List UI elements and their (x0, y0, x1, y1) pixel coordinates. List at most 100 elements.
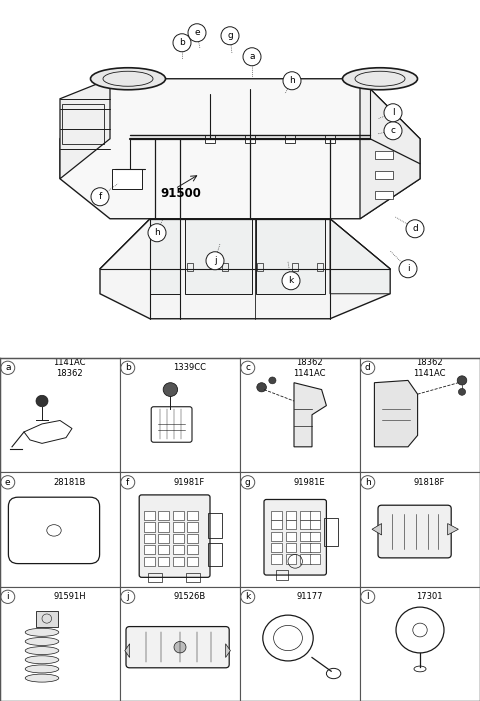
Bar (324, 518, 338, 547)
Bar (158, 534, 169, 543)
Bar (271, 554, 282, 564)
Polygon shape (100, 219, 390, 319)
Circle shape (384, 122, 402, 139)
Ellipse shape (25, 646, 59, 655)
Bar (36, 611, 58, 627)
Circle shape (458, 388, 466, 395)
Bar (286, 520, 297, 529)
Circle shape (36, 395, 48, 407)
Text: 91500: 91500 (160, 187, 201, 200)
Bar (276, 571, 288, 580)
Circle shape (173, 34, 191, 52)
Text: 91591H: 91591H (53, 592, 86, 601)
Text: j: j (214, 257, 216, 265)
Bar (207, 513, 222, 538)
Bar (317, 263, 323, 271)
Circle shape (241, 476, 255, 489)
Polygon shape (374, 381, 418, 447)
Polygon shape (256, 219, 325, 294)
Bar (300, 554, 311, 564)
Bar (375, 171, 393, 179)
Bar (158, 557, 169, 566)
Polygon shape (60, 79, 420, 219)
Circle shape (384, 104, 402, 122)
Bar (300, 531, 311, 540)
Bar (271, 531, 282, 540)
Bar (310, 554, 321, 564)
Bar (148, 573, 162, 582)
Text: a: a (249, 53, 255, 61)
Bar (187, 522, 198, 531)
Text: b: b (179, 39, 185, 47)
Text: 91177: 91177 (296, 592, 323, 601)
Bar (173, 534, 184, 543)
Bar (375, 151, 393, 158)
Bar (300, 543, 311, 552)
Circle shape (91, 188, 109, 206)
Circle shape (121, 361, 135, 374)
Polygon shape (125, 644, 130, 658)
Bar (158, 545, 169, 554)
Text: i: i (407, 264, 409, 273)
Ellipse shape (91, 68, 166, 90)
Bar (62, 104, 104, 144)
Bar (186, 573, 201, 582)
Bar (144, 522, 155, 531)
Circle shape (399, 260, 417, 278)
Circle shape (283, 72, 301, 90)
Bar (222, 263, 228, 271)
Bar (286, 531, 297, 540)
FancyBboxPatch shape (126, 627, 229, 668)
Circle shape (406, 219, 424, 238)
Text: j: j (127, 592, 129, 601)
Circle shape (221, 27, 239, 45)
Ellipse shape (25, 655, 59, 664)
Text: i: i (7, 592, 9, 601)
Polygon shape (150, 219, 180, 294)
Text: e: e (5, 478, 11, 486)
Text: 1141AC
18362: 1141AC 18362 (53, 358, 86, 378)
Bar (144, 557, 155, 566)
Circle shape (257, 383, 266, 392)
FancyBboxPatch shape (378, 505, 451, 558)
Text: b: b (125, 363, 131, 372)
Circle shape (241, 590, 255, 604)
Ellipse shape (25, 628, 59, 637)
Circle shape (457, 376, 467, 385)
Bar (286, 511, 297, 520)
Ellipse shape (25, 665, 59, 673)
Text: 91981F: 91981F (174, 478, 205, 486)
FancyBboxPatch shape (139, 495, 210, 578)
Text: l: l (392, 108, 394, 117)
Bar (144, 545, 155, 554)
Text: h: h (154, 229, 160, 237)
Text: c: c (245, 363, 250, 372)
Text: 1339CC: 1339CC (173, 363, 206, 372)
Circle shape (1, 590, 15, 604)
Bar (271, 511, 282, 520)
Bar (375, 191, 393, 199)
Polygon shape (60, 79, 110, 179)
Bar (300, 520, 311, 529)
Circle shape (163, 383, 178, 397)
Bar (205, 135, 215, 143)
Bar (300, 511, 311, 520)
Circle shape (174, 641, 186, 653)
Text: 17301: 17301 (416, 592, 443, 601)
Bar (187, 534, 198, 543)
Bar (271, 543, 282, 552)
Bar (285, 135, 295, 143)
Bar (173, 545, 184, 554)
Circle shape (361, 361, 375, 374)
Bar (257, 263, 263, 271)
Bar (187, 263, 193, 271)
Bar (187, 557, 198, 566)
Bar (158, 522, 169, 531)
Bar (207, 543, 222, 566)
Bar (158, 511, 169, 520)
Text: k: k (288, 276, 294, 285)
Text: 28181B: 28181B (53, 478, 86, 486)
Polygon shape (372, 524, 382, 535)
Circle shape (1, 476, 15, 489)
Text: 18362
1141AC: 18362 1141AC (293, 358, 326, 378)
